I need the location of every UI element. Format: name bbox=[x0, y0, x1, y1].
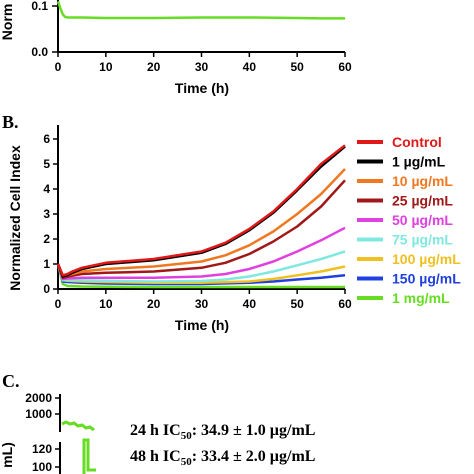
panel-b-ytick-label: 4 bbox=[43, 182, 50, 196]
legend-label: 150 µg/mL bbox=[392, 271, 461, 287]
panel-b-xlabel: Time (h) bbox=[175, 317, 229, 333]
panel-c-ytick-top-0: 2000 bbox=[25, 391, 52, 405]
panel-c-ylabel: mL) bbox=[0, 442, 15, 468]
panel-b-ytick-label: 2 bbox=[43, 232, 50, 246]
panel-b-ylabel: Normalized Cell Index bbox=[7, 145, 23, 291]
panel-b-ytick-label: 3 bbox=[43, 207, 50, 221]
legend-label: 10 µg/mL bbox=[392, 173, 453, 189]
panel-b-ytick-label: 5 bbox=[43, 157, 50, 171]
legend-label: 50 µg/mL bbox=[392, 212, 453, 228]
panel-c-ic50-48h: 48 h IC50: 33.4 ± 2.0 µg/mL bbox=[130, 448, 315, 468]
panel-b-xtick-label: 0 bbox=[55, 297, 62, 311]
panel-a-series-line bbox=[56, 0, 345, 20]
panel-c-top-trace bbox=[61, 420, 95, 432]
panel-b-xtick-label: 40 bbox=[243, 297, 257, 311]
panel-a-ylabel: Norm bbox=[0, 4, 15, 41]
panel-b-ytick-label: 0 bbox=[43, 282, 50, 296]
legend-label: 1 mg/mL bbox=[392, 290, 450, 306]
panel-b-series-line bbox=[56, 263, 345, 289]
panel-a-xtick-label: 50 bbox=[290, 60, 304, 74]
legend-label: 100 µg/mL bbox=[392, 251, 461, 267]
legend-label: 25 µg/mL bbox=[392, 193, 453, 209]
panel-b-xtick-label: 20 bbox=[147, 297, 161, 311]
panel-b-ytick-label: 6 bbox=[43, 132, 50, 146]
panel-a-ytick-0: 0.1 bbox=[31, 0, 48, 13]
panel-a-xlabel: Time (h) bbox=[175, 80, 229, 96]
panel-b-series-line bbox=[56, 250, 346, 283]
panel-a-xtick-label: 30 bbox=[195, 60, 209, 74]
legend-label: 1 µg/mL bbox=[392, 154, 446, 170]
panel-b-series-line bbox=[56, 144, 346, 277]
panel-b-letter: B. bbox=[2, 112, 19, 132]
panel-b-xtick-label: 10 bbox=[99, 297, 113, 311]
panel-c-letter: C. bbox=[2, 371, 20, 391]
panel-b-ytick-label: 1 bbox=[43, 257, 50, 271]
panel-b-series-line bbox=[56, 226, 346, 281]
panel-a: Norm 0.1 0.0 0 10 20 30 40 50 60 Time (h) bbox=[0, 0, 352, 96]
panel-a-xtick-label: 40 bbox=[243, 60, 257, 74]
panel-c-ytick-bot-1: 100 bbox=[32, 460, 52, 474]
panel-b-xtick-label: 60 bbox=[338, 297, 352, 311]
panel-b-xtick-label: 50 bbox=[290, 297, 304, 311]
legend-label: 75 µg/mL bbox=[392, 232, 453, 248]
panel-c: C. mL) 2000 1000 120 100 24 h IC50: 34.9… bbox=[0, 371, 315, 474]
panel-b-legend: Control 1 µg/mL 10 µg/mL 25 µg/mL 50 µg/mL 75… bbox=[357, 134, 461, 306]
panel-a-xtick-label: 0 bbox=[55, 60, 62, 74]
legend-label: Control bbox=[392, 134, 442, 150]
panel-c-ytick-bot-0: 120 bbox=[32, 442, 52, 456]
panel-a-xtick-label: 60 bbox=[338, 60, 352, 74]
panel-b-xtick-label: 30 bbox=[195, 297, 209, 311]
panel-c-bottom-trace bbox=[82, 438, 96, 474]
panel-c-ic50-24h: 24 h IC50: 34.9 ± 1.0 µg/mL bbox=[130, 422, 315, 442]
panel-b: B. Normalized Cell Index 0 1 2 3 4 5 6 0 10 20 30… bbox=[2, 112, 461, 333]
panel-a-xtick-label: 20 bbox=[147, 60, 161, 74]
panel-a-ytick-1: 0.0 bbox=[31, 45, 48, 59]
panel-a-xtick-label: 10 bbox=[99, 60, 113, 74]
panel-c-ytick-top-1: 1000 bbox=[25, 407, 52, 421]
